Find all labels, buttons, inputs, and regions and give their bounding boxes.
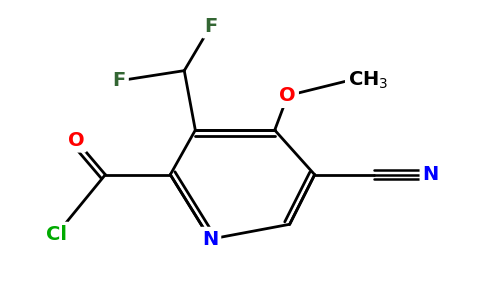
Text: O: O — [279, 86, 296, 105]
Text: F: F — [204, 16, 217, 36]
Text: F: F — [113, 71, 126, 90]
Text: N: N — [202, 230, 218, 249]
Text: O: O — [68, 131, 84, 150]
Text: Cl: Cl — [46, 225, 67, 244]
Text: N: N — [423, 165, 439, 184]
Text: CH$_3$: CH$_3$ — [348, 70, 388, 92]
